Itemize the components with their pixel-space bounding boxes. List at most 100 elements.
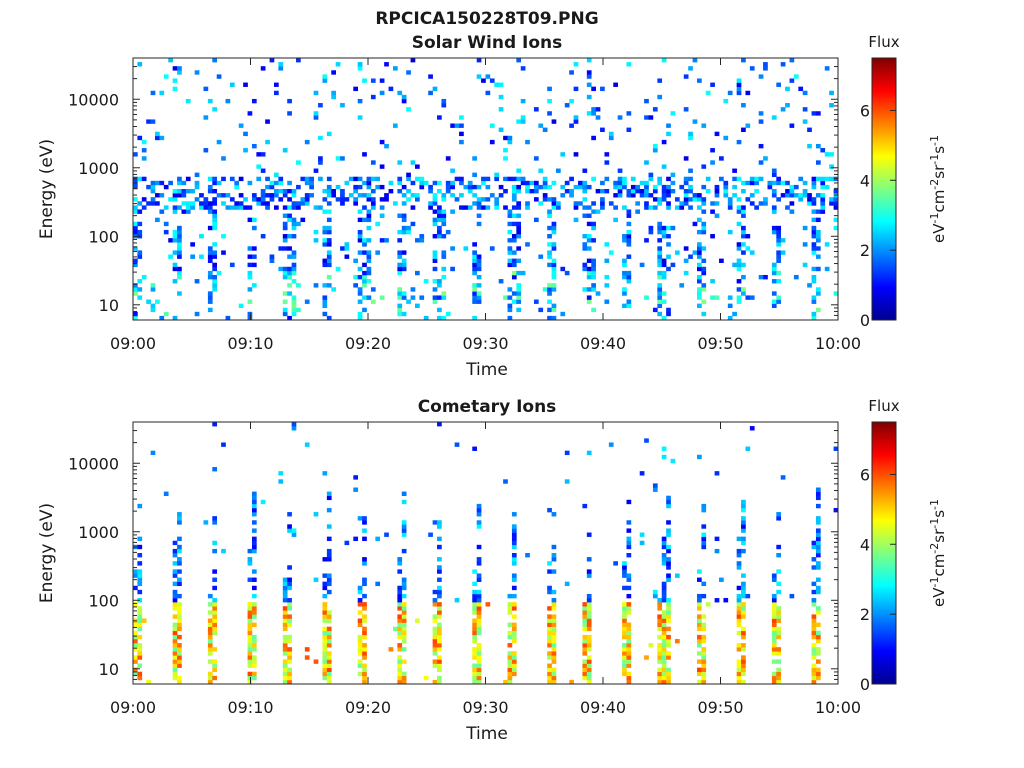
heatmap-cell — [296, 184, 301, 190]
heatmap-cell — [362, 205, 367, 210]
heatmap-cell — [472, 270, 477, 276]
heatmap-cell — [622, 651, 627, 656]
heatmap-cell — [776, 610, 782, 615]
heatmap-cell — [472, 630, 477, 636]
heatmap-cell — [313, 111, 319, 116]
heatmap-cell — [472, 295, 477, 300]
heatmap-cell — [247, 557, 253, 562]
heatmap-cell — [278, 471, 284, 476]
heatmap-cell — [657, 303, 663, 309]
heatmap-cell — [137, 229, 143, 235]
heatmap-cell — [172, 606, 178, 611]
heatmap-cell — [661, 626, 667, 632]
heatmap-cell — [326, 577, 332, 582]
heatmap-cell — [749, 193, 755, 198]
heatmap-cell — [397, 569, 403, 574]
heatmap-cell — [146, 184, 151, 190]
heatmap-cell — [578, 201, 583, 206]
heatmap-cell — [216, 193, 222, 198]
heatmap-cell — [604, 242, 610, 247]
heatmap-cell — [137, 209, 143, 214]
heatmap-cell — [503, 205, 508, 210]
heatmap-cell — [701, 634, 707, 640]
heatmap-cell — [582, 503, 588, 509]
heatmap-cell — [476, 626, 482, 632]
heatmap-cell — [362, 675, 367, 681]
heatmap-cell — [697, 287, 702, 292]
heatmap-cell — [212, 176, 218, 182]
heatmap-cell — [274, 189, 279, 194]
heatmap-cell — [472, 618, 477, 623]
heatmap-cell — [401, 671, 407, 677]
heatmap-cell — [467, 205, 473, 210]
heatmap-cell — [137, 634, 143, 640]
heatmap-cell — [172, 234, 178, 239]
heatmap-cell — [392, 123, 398, 128]
heatmap-cell — [247, 577, 253, 582]
heatmap-cell — [833, 217, 839, 223]
heatmap-cell — [467, 184, 473, 190]
heatmap-cell — [705, 176, 711, 182]
heatmap-cell — [626, 643, 632, 648]
heatmap-cell — [340, 189, 345, 194]
heatmap-cell — [626, 593, 632, 599]
heatmap-cell — [727, 201, 733, 206]
heatmap-cell — [177, 634, 182, 640]
colorbar-title: Flux — [868, 397, 899, 415]
heatmap-cell — [829, 164, 834, 169]
heatmap-cell — [137, 201, 143, 206]
heatmap-cell — [322, 299, 328, 304]
heatmap-cell — [569, 70, 574, 75]
heatmap-cell — [666, 618, 671, 623]
heatmap-cell — [692, 250, 698, 255]
heatmap-cell — [582, 622, 588, 627]
heatmap-cell — [357, 250, 363, 255]
heatmap-cell — [657, 671, 663, 677]
heatmap-cell — [485, 184, 491, 190]
heatmap-cell — [362, 557, 367, 562]
heatmap-cell — [326, 573, 332, 578]
heatmap-cell — [203, 148, 209, 153]
heatmap-cell — [644, 115, 649, 120]
heatmap-cell — [551, 614, 557, 619]
heatmap-cell — [516, 184, 522, 190]
heatmap-cell — [622, 643, 627, 648]
heatmap-cell — [802, 242, 808, 247]
heatmap-cell — [573, 217, 579, 223]
heatmap-cell — [516, 258, 522, 263]
heatmap-cell — [771, 679, 777, 685]
heatmap-cell — [586, 234, 592, 239]
heatmap-cell — [322, 585, 328, 591]
heatmap-cell — [622, 659, 627, 664]
heatmap-cell — [674, 573, 680, 578]
heatmap-cell — [582, 667, 588, 673]
heatmap-cell — [274, 193, 279, 198]
heatmap-cell — [287, 283, 292, 288]
heatmap-cell — [533, 299, 539, 304]
heatmap-cell — [251, 246, 257, 251]
heatmap-cell — [608, 442, 614, 447]
heatmap-cell — [331, 193, 336, 198]
heatmap-cell — [207, 671, 213, 677]
heatmap-cell — [401, 225, 407, 231]
heatmap-cell — [163, 491, 169, 496]
heatmap-cell — [362, 152, 367, 157]
heatmap-cell — [247, 111, 253, 116]
heatmap-cell — [476, 197, 482, 202]
heatmap-cell — [569, 193, 574, 198]
heatmap-cell — [635, 201, 641, 206]
heatmap-cell — [238, 205, 244, 210]
heatmap-cell — [282, 311, 288, 317]
heatmap-cell — [172, 189, 178, 194]
heatmap-cell — [177, 225, 182, 231]
heatmap-cell — [177, 675, 182, 681]
heatmap-cell — [657, 602, 663, 607]
heatmap-cell — [357, 287, 363, 292]
heatmap-cell — [815, 503, 821, 509]
heatmap-cell — [736, 82, 742, 87]
heatmap-cell — [137, 675, 143, 681]
heatmap-cell — [547, 651, 552, 656]
heatmap-cell — [463, 246, 469, 251]
heatmap-cell — [234, 184, 240, 190]
heatmap-cell — [551, 626, 557, 632]
